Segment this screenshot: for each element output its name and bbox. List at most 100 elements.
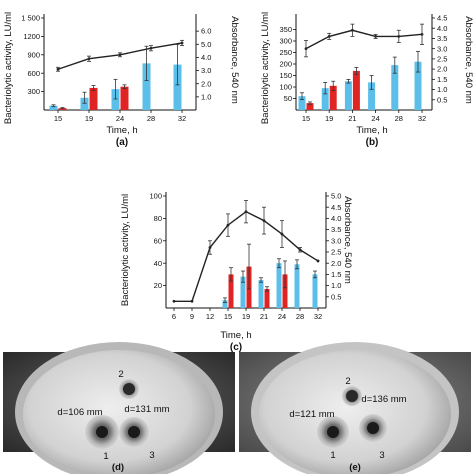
dish-e-diameter-2: d=136 mm	[361, 394, 406, 405]
dish-e-well-2	[346, 390, 358, 402]
dish-d-well-label-3: 3	[149, 450, 154, 461]
dish-d-diameter-2: d=131 mm	[124, 404, 169, 415]
chart-a-xtick-label: 28	[147, 114, 155, 123]
chart-c-y2tick-label: 0.5	[331, 292, 341, 301]
chart-c-ytick-label: 20	[154, 281, 162, 290]
chart-b-xtick-label: 19	[325, 114, 333, 123]
chart-b-y2tick-label: 1.0	[437, 85, 447, 94]
chart-c-ytick-label: 40	[154, 259, 162, 268]
chart-c-absorbance-point	[190, 299, 194, 303]
chart-a-bar-series1	[80, 97, 89, 110]
chart-c-xtick-label: 32	[314, 312, 322, 321]
chart-b-xtick-label: 24	[371, 114, 379, 123]
chart-a-xlabel: Time, h	[106, 125, 137, 136]
petri-dish-e: 2 d=121 mm d=136 mm 1 3 (e)	[239, 342, 471, 474]
chart-a-xtick-label: 15	[54, 114, 62, 123]
chart-b-bar-series1	[321, 88, 329, 110]
chart-b-bar-series1	[414, 61, 422, 110]
chart-b-y2tick-label: 4.5	[437, 14, 447, 23]
chart-b-y2tick-label: 4.0	[437, 24, 447, 33]
chart-b-y2tick-label: 0.5	[437, 95, 447, 104]
chart-c-bar-series2	[282, 274, 288, 308]
chart-c-y2tick-label: 2.5	[331, 248, 341, 257]
chart-b-absorbance-line	[305, 29, 423, 50]
chart-a-xtick-label: 32	[178, 114, 186, 123]
chart-b-xtick-label: 28	[395, 114, 403, 123]
chart-a-ytick-label: 600	[27, 69, 40, 78]
chart-a-y2label: Absorbance, 540 nm	[229, 16, 240, 104]
chart-c-xtick-label: 6	[172, 312, 176, 321]
chart-c-panel-label: (c)	[230, 342, 242, 353]
chart-c-absorbance-point	[316, 259, 320, 263]
chart-b: Bacteriolytic activity, LU/ml Absorbance…	[260, 12, 474, 148]
chart-b-bar-series1	[298, 96, 306, 110]
chart-c-bar-series1	[222, 300, 228, 308]
dish-e-well-3	[367, 422, 379, 434]
chart-c-y2tick-label: 1.5	[331, 270, 341, 279]
chart-a: Bacteriolytic activity, LU/ml Absorbance…	[3, 12, 240, 148]
chart-b-bar-series2	[352, 70, 360, 110]
chart-b-panel-label: (b)	[366, 137, 379, 148]
chart-a-bar-series2	[89, 87, 98, 110]
chart-c-y2tick-label: 4.0	[331, 214, 341, 223]
chart-b-bar-series2	[329, 85, 337, 110]
chart-a-bar-series1	[49, 105, 58, 110]
chart-c-bar-series2	[228, 274, 234, 308]
chart-c-xtick-label: 19	[242, 312, 250, 321]
chart-b-ytick-label: 150	[279, 71, 292, 80]
chart-c-bar-series1	[276, 263, 282, 308]
chart-c-xtick-label: 12	[206, 312, 214, 321]
chart-a-ytick-label: 300	[27, 87, 40, 96]
dish-e-panel-label: (e)	[349, 462, 361, 473]
chart-b-ylabel: Bacteriolytic activity, LU/ml	[260, 12, 271, 124]
dish-d-well-label-2: 2	[118, 369, 123, 380]
chart-b-xtick-label: 32	[418, 114, 426, 123]
dish-d-well-2	[123, 383, 135, 395]
dish-e-well-1	[327, 426, 339, 438]
chart-a-y2tick-label: 5.0	[201, 40, 211, 49]
chart-c-bar-series1	[258, 280, 264, 308]
chart-c-bar-series1	[294, 264, 300, 308]
chart-a-y2tick-label: 1.0	[201, 92, 211, 101]
chart-c-y2tick-label: 5.0	[331, 192, 341, 201]
chart-c-y2tick-label: 4.5	[331, 203, 341, 212]
chart-c-y2tick-label: 2.0	[331, 259, 341, 268]
chart-b-xtick-label: 21	[348, 114, 356, 123]
chart-a-ylabel: Bacteriolytic activity, LU/ml	[3, 12, 14, 124]
chart-a-bar-series2	[120, 86, 129, 110]
chart-a-ytick-label: 1200	[23, 32, 40, 41]
chart-b-ytick-label: 350	[279, 25, 292, 34]
chart-b-bar-series1	[344, 81, 352, 110]
dish-e-well-label-1: 1	[330, 450, 335, 461]
dish-e-agar	[259, 350, 451, 474]
chart-b-bar-series1	[368, 82, 376, 110]
chart-b-ytick-label: 300	[279, 37, 292, 46]
chart-a-y2tick-label: 3.0	[201, 66, 211, 75]
chart-c-ytick-label: 100	[149, 192, 162, 201]
chart-c-y2tick-label: 1.0	[331, 281, 341, 290]
chart-c-ytick-label: 80	[154, 214, 162, 223]
chart-c-bar-series1	[312, 274, 318, 308]
chart-a-ytick-label: 1 500	[21, 14, 40, 23]
chart-a-bar-series1	[142, 63, 151, 110]
chart-c-bar-series2	[264, 288, 270, 308]
chart-b-ytick-label: 100	[279, 83, 292, 92]
chart-b-ytick-label: 250	[279, 48, 292, 57]
chart-b-y2tick-label: 1.5	[437, 75, 447, 84]
chart-a-ytick-label: 900	[27, 50, 40, 59]
chart-b-ytick-label: 50	[284, 94, 292, 103]
chart-c-y2tick-label: 3.5	[331, 225, 341, 234]
chart-c-ylabel: Bacteriolytic activity, LU/ml	[120, 194, 131, 306]
dish-d-well-label-1: 1	[103, 451, 108, 462]
chart-c-xtick-label: 9	[190, 312, 194, 321]
chart-c-xtick-label: 21	[260, 312, 268, 321]
chart-c-xtick-label: 15	[224, 312, 232, 321]
chart-c: Bacteriolytic activity, LU/ml Absorbance…	[120, 192, 353, 353]
chart-a-xtick-label: 19	[85, 114, 93, 123]
petri-dish-d: 2 d=106 mm d=131 mm 1 3 (d)	[3, 342, 235, 474]
chart-c-ytick-label: 60	[154, 236, 162, 245]
chart-c-bar-series1	[240, 276, 246, 308]
chart-a-panel-label: (a)	[116, 137, 128, 148]
chart-b-y2tick-label: 2.5	[437, 54, 447, 63]
